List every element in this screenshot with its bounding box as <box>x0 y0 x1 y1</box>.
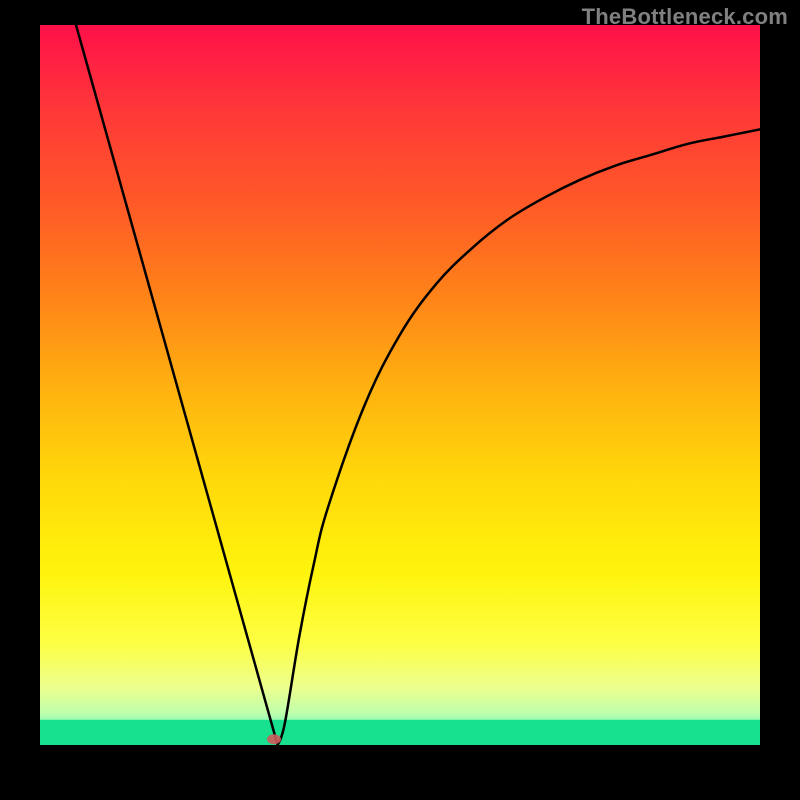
bottleneck-chart <box>0 0 800 800</box>
watermark-text: TheBottleneck.com <box>582 4 788 30</box>
chart-container: TheBottleneck.com <box>0 0 800 800</box>
